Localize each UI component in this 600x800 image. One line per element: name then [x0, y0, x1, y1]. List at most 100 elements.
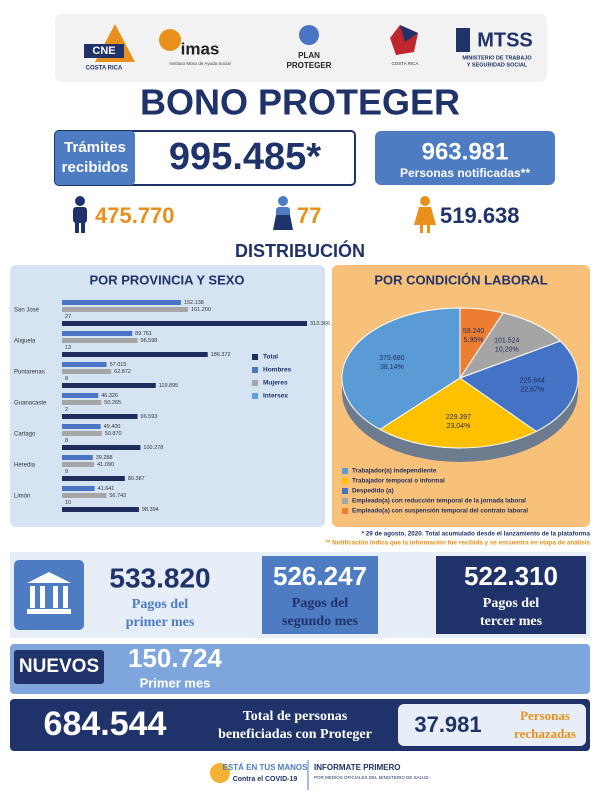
value-label: 313.366 — [310, 321, 330, 327]
cne-sub: COSTA RICA — [86, 66, 123, 72]
plan-logo — [299, 25, 319, 45]
value-label: 41.641 — [98, 486, 115, 492]
bar — [62, 393, 99, 398]
footnote: * 29 de agosto, 2020. Total acumulado de… — [362, 531, 591, 538]
bar — [62, 307, 189, 312]
men-value: 475.770 — [95, 203, 175, 228]
value-label: 56.743 — [109, 493, 126, 499]
bar — [62, 462, 95, 467]
category-label: Cartago — [14, 432, 36, 438]
bar — [62, 431, 102, 436]
payment-value: 533.820 — [109, 562, 210, 593]
tramites-label: recibidos — [62, 159, 129, 176]
slice-value: 59.240 — [463, 328, 485, 335]
mtss-text: MTSS — [477, 29, 533, 51]
payment-label: primer mes — [126, 615, 195, 630]
value-label: 50.870 — [105, 431, 122, 437]
category-label: Puntarenas — [14, 370, 45, 376]
payment-label: Pagos del — [483, 596, 540, 611]
bar — [62, 455, 93, 460]
pie-slice — [458, 340, 579, 432]
plan-text: PROTEGER — [287, 61, 332, 70]
value-label: 96.593 — [141, 414, 158, 420]
legend-swatch — [342, 478, 348, 484]
women-value: 519.638 — [440, 203, 520, 228]
total-label: beneficiadas con Proteger — [218, 727, 372, 742]
pie-slice — [459, 307, 504, 380]
logo-bar — [55, 14, 547, 82]
legend-label: Trabajador(a) independiente — [352, 468, 437, 475]
imas-logo — [159, 29, 181, 51]
tramites-value: 995.485* — [169, 136, 321, 178]
value-label: 13 — [65, 345, 71, 351]
value-label: 39.288 — [96, 455, 113, 461]
slice-value: 229.397 — [446, 414, 471, 421]
bar — [62, 331, 133, 336]
legend-label: Total — [263, 354, 278, 361]
bank-icon-box — [14, 560, 84, 630]
footer-text: INFORMATE PRIMERO — [314, 763, 401, 772]
woman-icon — [414, 196, 436, 233]
bar-panel — [10, 265, 325, 527]
value-label: 62.872 — [114, 369, 131, 375]
pie-title: POR CONDICIÓN LABORAL — [374, 272, 547, 287]
tramites-label-box — [55, 131, 135, 185]
value-label: 57.015 — [110, 362, 127, 368]
bar — [62, 424, 101, 429]
slice-value: 101.524 — [494, 337, 519, 344]
category-label: Limón — [14, 494, 30, 500]
bar — [62, 362, 107, 367]
bar — [62, 507, 139, 512]
footer-text: Contra el COVID-19 — [233, 776, 298, 783]
tramites-label: Trámites — [64, 139, 126, 156]
value-label: 89.761 — [135, 331, 152, 337]
new-value: 150.724 — [128, 643, 223, 673]
value-label: 41.090 — [97, 462, 114, 468]
legend-swatch — [252, 393, 258, 399]
value-label: 50.265 — [104, 400, 121, 406]
category-label: Alajuela — [14, 339, 36, 345]
legend-label: Empleado(a) con suspensión temporal del … — [352, 508, 528, 515]
cne-text: CNE — [92, 45, 115, 57]
footer-icon — [210, 763, 230, 783]
bar — [62, 486, 95, 491]
payment-label: Pagos del — [132, 597, 189, 612]
intersex-value: 77 — [297, 203, 321, 228]
bar — [62, 300, 181, 305]
imas-sub: Instituto Mixto de Ayuda Social — [169, 61, 230, 66]
footer-text: ESTÁ EN TUS MANOS — [223, 763, 309, 772]
mtss-sub: MINISTERIO DE TRABAJO — [462, 55, 532, 61]
value-label: 186.372 — [211, 352, 231, 358]
bar — [62, 445, 141, 450]
new-label: Primer mes — [140, 675, 211, 690]
bar — [62, 352, 208, 357]
value-label: 161.200 — [191, 307, 211, 313]
value-label: 80.387 — [128, 476, 145, 482]
payment-label: segundo mes — [282, 614, 358, 629]
legend-label: Intersex — [263, 393, 288, 400]
pie-slice — [379, 377, 538, 449]
man-icon — [73, 196, 87, 233]
legend-swatch — [342, 468, 348, 474]
pie-slice — [458, 312, 562, 379]
value-label: 100.278 — [143, 445, 163, 451]
mtss-sub: Y SEGURIDAD SOCIAL — [467, 62, 528, 68]
value-label: 8 — [65, 438, 68, 444]
bar — [62, 369, 112, 374]
category-label: San José — [14, 308, 40, 314]
payment-label: tercer mes — [480, 614, 543, 629]
slice-percent: 5,95% — [464, 337, 484, 344]
notified-label: Personas notificadas** — [400, 166, 530, 180]
total-label: Total de personas — [243, 709, 348, 724]
rejected-box — [398, 704, 586, 746]
value-label: 46.326 — [101, 393, 118, 399]
pie-slice — [341, 307, 461, 431]
legend-swatch — [252, 354, 258, 360]
slice-value: 225.644 — [520, 378, 545, 385]
notified-box — [375, 131, 555, 185]
value-label: 152.138 — [184, 300, 204, 306]
legend-swatch — [342, 498, 348, 504]
bar — [62, 321, 307, 326]
